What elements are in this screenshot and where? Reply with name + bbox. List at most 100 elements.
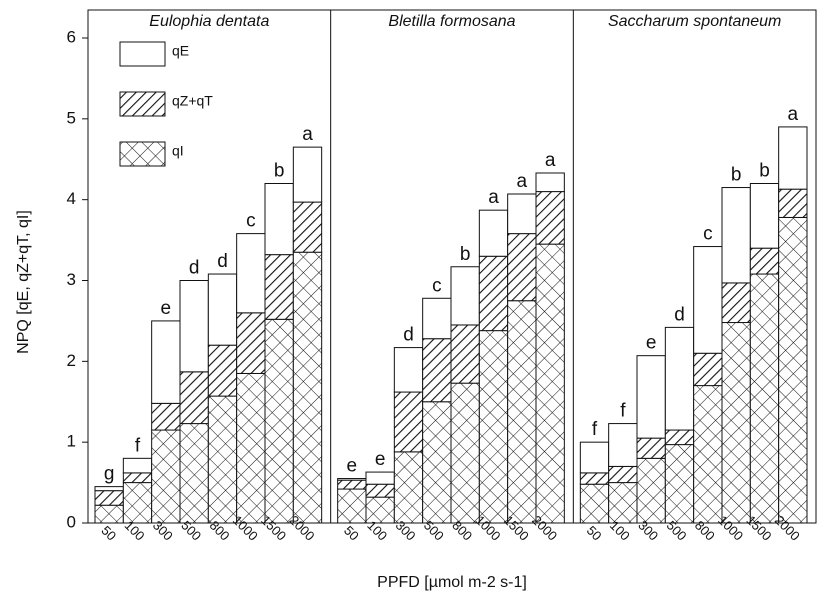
y-tick-label: 1 [67, 432, 76, 451]
bar-segment [507, 193, 537, 235]
bar-segment [778, 188, 808, 218]
bar-segment [236, 372, 266, 524]
bar-segment [664, 429, 695, 446]
significance-letter: e [161, 298, 172, 319]
bar-segment [393, 347, 424, 393]
significance-letter: e [375, 449, 386, 470]
y-tick-label: 0 [67, 512, 76, 531]
bar-segment [422, 297, 452, 340]
y-tick-label: 4 [67, 189, 76, 208]
bar-segment [579, 483, 610, 524]
bar-segment [151, 402, 181, 431]
bar-segment [507, 233, 537, 302]
significance-letter: b [460, 244, 471, 265]
y-tick-label: 2 [67, 351, 76, 370]
bar-segment [636, 437, 666, 459]
bar-segment [365, 496, 395, 524]
y-tick-label: 3 [67, 270, 76, 289]
bar-segment [693, 352, 723, 387]
bar-segment [337, 479, 367, 490]
bar-segment [664, 444, 695, 524]
significance-letter: b [759, 161, 770, 182]
significance-letter: b [274, 161, 285, 182]
legend-swatch [119, 141, 166, 167]
significance-letter: c [703, 224, 713, 245]
y-tick-label: 5 [67, 108, 76, 127]
bar-segment [778, 126, 808, 190]
bar-segment [693, 385, 723, 524]
bar-segment [721, 187, 751, 284]
legend-label: qZ+qT [172, 93, 213, 109]
bar-segment [393, 451, 424, 524]
bar-segment [337, 488, 367, 524]
bar-segment [122, 482, 153, 524]
bar-segment [264, 318, 294, 524]
panel-title: Saccharum spontaneum [608, 13, 781, 30]
bar-segment [292, 251, 323, 524]
x-tick-label: 50 [584, 523, 605, 544]
significance-letter: d [217, 251, 228, 272]
bar-segment [151, 429, 181, 524]
bar-segment [422, 401, 452, 524]
significance-letter: e [646, 333, 657, 354]
bar-segment [608, 423, 638, 467]
significance-letter: f [620, 401, 626, 422]
bar-segment [478, 209, 509, 257]
bar-segment [721, 322, 751, 524]
bar-segment [236, 312, 266, 374]
significance-letter: d [189, 258, 200, 279]
significance-letter: d [403, 325, 414, 346]
significance-letter: a [545, 150, 556, 171]
significance-letter: e [347, 456, 358, 477]
significance-letter: b [731, 165, 742, 186]
bar-segment [608, 482, 638, 524]
bar-segment [292, 201, 323, 253]
significance-letter: f [135, 435, 141, 456]
bar-segment [122, 472, 153, 484]
bar-segment [292, 146, 323, 203]
bar-segment [535, 172, 565, 193]
bar-segment [94, 486, 124, 492]
significance-letter: c [246, 211, 256, 232]
bar-segment [337, 478, 367, 481]
bar-segment [151, 320, 181, 404]
legend-label: qI [172, 143, 184, 159]
significance-letter: f [592, 419, 598, 440]
bar-segment [393, 391, 424, 453]
bar-segment [579, 472, 610, 485]
bar-segment [179, 371, 209, 425]
bar-segment [365, 483, 395, 498]
bar-segment [478, 330, 509, 524]
bar-segment [636, 355, 666, 439]
legend-label: qE [172, 43, 189, 59]
bar-segment [94, 504, 124, 524]
panel-title: Bletilla formosana [388, 13, 515, 30]
bar-segment [535, 191, 565, 245]
bar-segment [236, 233, 266, 314]
bar-segment [207, 273, 238, 346]
bar-segment [450, 266, 480, 326]
bar-segment [749, 273, 780, 524]
significance-letter: g [104, 464, 115, 485]
bar-segment [664, 326, 695, 431]
bar-segment [507, 300, 537, 524]
bar-segment [94, 490, 124, 506]
bar-segment [122, 457, 153, 474]
significance-letter: a [302, 124, 313, 145]
bar-segment [579, 441, 610, 474]
bar-segment [478, 255, 509, 332]
legend-swatch [119, 41, 166, 67]
bar-segment [778, 216, 808, 524]
y-tick-label: 6 [67, 27, 76, 46]
bar-segment [749, 183, 780, 249]
bar-segment [693, 246, 723, 354]
panel-title: Eulophia dentata [149, 13, 269, 30]
significance-letter: c [432, 275, 442, 296]
bar-segment [365, 471, 395, 485]
bar-segment [179, 280, 209, 373]
x-tick-label: 50 [98, 523, 119, 544]
bar-segment [422, 338, 452, 403]
bar-segment [207, 395, 238, 524]
bar-segment [608, 465, 638, 484]
